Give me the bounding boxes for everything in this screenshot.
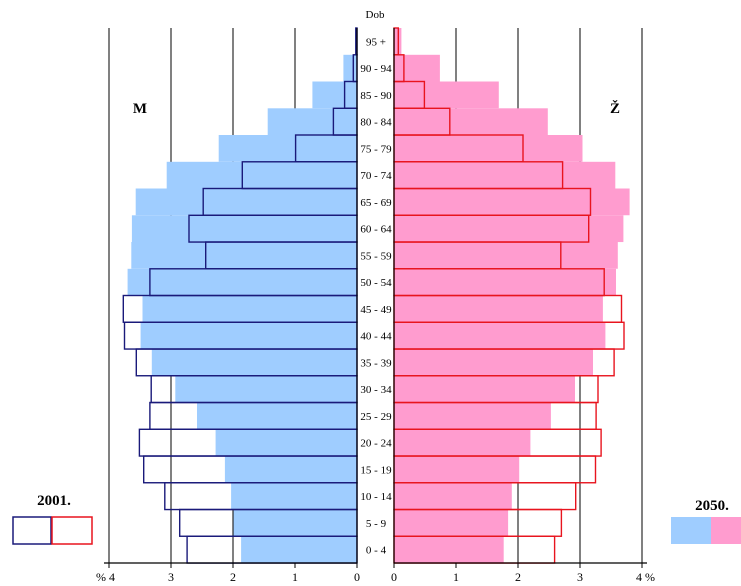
female-filled-bar-18 [394, 509, 509, 537]
age-label-18: 5 - 9 [366, 518, 387, 530]
male-label: M [133, 101, 147, 117]
age-labels: 95 + 90 - 94 85 - 90 80 - 84 75 - 79 70 - 74 6… [360, 36, 392, 556]
age-label-17: 10 - 14 [360, 491, 392, 503]
tick-labels: % 4 3 2 1 0 0 1 2 3 4 % [96, 570, 655, 584]
legend-2050-female-swatch [711, 517, 741, 544]
male-filled-bar-13 [175, 375, 357, 403]
male-filled-bar-2 [312, 81, 357, 109]
age-label-12: 35 - 39 [360, 357, 392, 369]
female-filled-bar-12 [394, 349, 593, 376]
male-filled-bar-12 [151, 349, 357, 376]
age-label-3: 80 - 84 [360, 117, 392, 129]
female-filled-bar-3 [394, 108, 548, 136]
age-label-4: 75 - 79 [360, 143, 392, 155]
female-filled-bar-6 [394, 188, 630, 216]
male-filled-bar-9 [127, 268, 357, 296]
female-filled-bar-14 [394, 402, 551, 430]
male-filled-bar-19 [241, 536, 357, 564]
age-label-16: 15 - 19 [360, 464, 392, 476]
female-filled-bar-7 [394, 215, 624, 243]
female-filled-bar-2 [394, 81, 499, 109]
female-filled-bar-19 [394, 536, 504, 564]
female-filled-bar-1 [394, 54, 440, 82]
x-tick-label-female-4: 4 % [636, 570, 655, 584]
female-filled-bar-16 [394, 456, 520, 483]
male-filled-bar-10 [142, 295, 357, 323]
x-tick-label-male-3: 1 [292, 570, 298, 584]
legend-2001-male-swatch [12, 516, 52, 545]
age-label-13: 30 - 34 [360, 384, 392, 396]
legend-2001-label: 2001. [37, 493, 71, 509]
male-filled-bar-18 [233, 509, 357, 537]
x-tick-label-female-2: 2 [515, 570, 521, 584]
age-label-7: 60 - 64 [360, 224, 392, 236]
age-label-15: 20 - 24 [360, 438, 392, 450]
male-filled-bar-14 [197, 402, 357, 430]
female-filled-bar-10 [394, 295, 603, 323]
age-label-9: 50 - 54 [360, 277, 392, 289]
male-filled-bar-15 [215, 429, 357, 457]
age-label-0: 95 + [366, 36, 386, 48]
male-filled-bar-4 [218, 135, 357, 162]
male-filled-bar-17 [231, 482, 357, 510]
legend-2050-label: 2050. [695, 498, 729, 514]
female-2050-bars [394, 28, 630, 564]
age-label-6: 65 - 69 [360, 197, 392, 209]
male-filled-bar-7 [131, 215, 357, 243]
x-tick-label-male-2: 2 [230, 570, 236, 584]
male-filled-bar-1 [343, 54, 357, 82]
male-filled-bar-16 [224, 456, 357, 483]
female-filled-bar-9 [394, 268, 616, 296]
female-filled-bar-11 [394, 322, 606, 350]
age-label-14: 25 - 29 [360, 411, 392, 423]
age-label-5: 70 - 74 [360, 170, 392, 182]
male-filled-bar-5 [166, 161, 357, 189]
female-filled-bar-15 [394, 429, 531, 457]
male-filled-bar-6 [135, 188, 357, 216]
age-label-2: 85 - 90 [360, 90, 392, 102]
female-2001-bars [393, 27, 625, 564]
female-filled-bar-4 [394, 135, 583, 162]
age-label-19: 0 - 4 [366, 545, 387, 557]
age-label-1: 90 - 94 [360, 63, 392, 75]
x-tick-label-male-1: 3 [168, 570, 174, 584]
male-filled-bar-8 [131, 242, 357, 269]
male-filled-bar-11 [140, 322, 357, 350]
x-tick-label-female-1: 1 [453, 570, 459, 584]
x-tick-label-female-3: 3 [577, 570, 583, 584]
male-filled-bar-3 [267, 108, 357, 136]
female-filled-bar-17 [394, 482, 512, 510]
female-filled-bar-5 [394, 161, 616, 189]
legend-2001: 2001. [12, 493, 93, 545]
x-tick-label-male-4: 0 [354, 570, 360, 584]
male-2001-bars [122, 27, 358, 564]
female-filled-bar-8 [394, 242, 618, 269]
age-header: Dob [366, 9, 385, 21]
male-2050-bars [127, 28, 357, 564]
female-label: Ž [610, 100, 620, 117]
legend-2001-female-swatch [51, 516, 93, 545]
age-label-10: 45 - 49 [360, 304, 392, 316]
age-label-11: 40 - 44 [360, 331, 392, 343]
x-tick-label-female-0: 0 [391, 570, 397, 584]
age-label-8: 55 - 59 [360, 250, 392, 262]
axes [104, 28, 647, 568]
legend-2050-male-swatch [671, 517, 711, 544]
legend-2050: 2050. [671, 498, 741, 544]
x-tick-label-male-0: % 4 [96, 570, 115, 584]
female-filled-bar-13 [394, 375, 575, 403]
